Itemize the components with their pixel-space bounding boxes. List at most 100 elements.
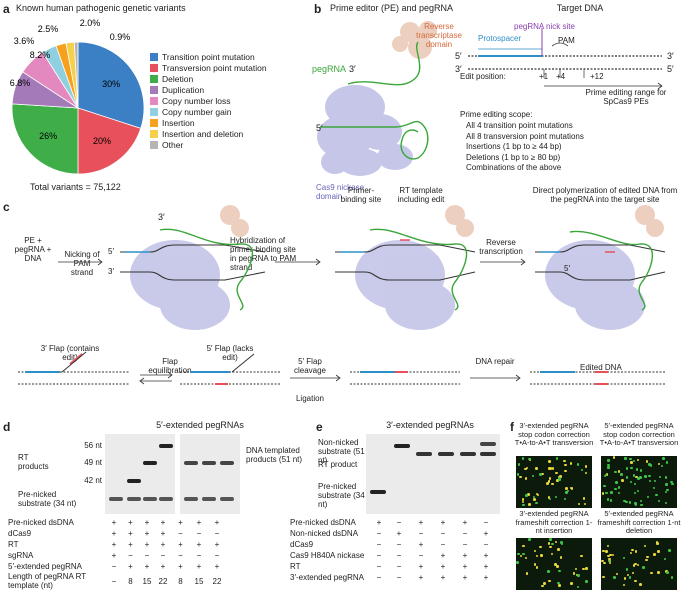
cell-dot [656,542,659,545]
c-5prime-2: 5′ [564,264,570,273]
cell-dot [625,467,629,470]
f-image-bl [516,538,592,590]
cell-dot [607,459,610,462]
cell-dot [585,580,588,583]
condition-value: + [160,518,166,527]
pam-label: PAM [558,36,575,45]
dna-repair-label: DNA repair [475,357,515,366]
cell-dot [563,459,566,463]
cell-dot [631,571,635,575]
condition-value: − [396,551,402,560]
condition-value: + [418,573,424,582]
cell-dot [624,457,628,460]
legend-label: Transversion point mutation [162,62,267,73]
condition-row: Cas9 H840A nickase − − − + + + [290,550,496,561]
cell-dot [663,557,666,561]
legend-swatch [150,52,158,61]
c-mechanism-diagram [58,205,666,330]
pie-slice-label: 30% [102,79,120,89]
cell-dot [635,468,639,471]
legend-item: Copy number gain [150,106,267,117]
cell-dot [636,458,640,461]
cell-dot [547,570,550,573]
rt-domain-label: Reverse transcriptase domain [416,22,462,49]
cell-dot [628,501,631,504]
cell-dot [535,492,538,496]
f-image-br [601,538,677,590]
cell-dot [570,487,574,490]
condition-row: sgRNA + − − − − − − [8,550,226,561]
legend-label: Transition point mutation [162,51,255,62]
cell-dot [525,572,528,575]
f-bl-title: 3′-extended pegRNA frameshift correction… [515,509,593,535]
cell-dot [569,462,572,465]
cell-dot [605,491,608,495]
cell-dot [575,573,578,577]
condition-value: + [144,562,150,571]
cell-dot [617,486,621,489]
legend-label: Duplication [162,84,205,95]
panel-label-d: d [3,420,11,434]
condition-label: Pre-nicked dsDNA [8,518,74,527]
cell-dot [664,476,668,479]
top-5prime: 5′ [455,51,462,61]
cell-dot [617,470,621,473]
cell-dot [635,475,638,479]
cell-dot [525,466,529,470]
pegrna-5prime: 5′ [316,123,323,133]
condition-value: + [178,562,183,571]
cell-dot [658,475,662,479]
condition-value: + [483,551,489,560]
cell-dot [666,571,669,574]
legend-swatch [150,74,158,83]
condition-value: + [440,562,446,571]
condition-value: + [462,562,468,571]
cell-dot [583,502,587,506]
cell-dot [621,479,624,482]
cell-dot [580,554,583,557]
cell-dot [582,567,585,571]
legend-label: Deletion [162,73,194,84]
panel-label-e: e [316,420,323,434]
cell-dot [560,542,564,546]
cell-dot [664,490,667,494]
cell-dot [556,479,559,482]
cell-dot [602,575,605,579]
condition-value: + [462,573,468,582]
scope-list: All 4 transition point mutations All 8 t… [466,121,584,174]
c-3prime-2: 3′ [108,267,114,276]
pie-slice [11,103,79,175]
edit-pos-12: +12 [590,72,604,81]
legend-label: Insertion [162,117,195,128]
cell-dot [559,556,563,559]
cell-dot [558,569,561,573]
cell-dot [666,488,669,491]
condition-row: Length of pegRNA RT template (nt) − 8 15 22 8… [8,572,226,590]
cell-dot [546,482,549,485]
cell-dot [577,574,580,577]
pie-slice-label: 2.0% [80,18,101,28]
cell-dot [528,538,531,541]
cell-dot [606,498,610,501]
condition-value: − [144,551,150,560]
cell-dot [605,550,608,553]
cell-dot [634,550,637,553]
cell-dot [569,486,573,490]
cell-dot [543,582,546,585]
condition-row: 5′-extended pegRNA − + + + + + + [8,561,226,572]
f-tr-title: 5′-extended pegRNA stop codon correction… [599,421,679,447]
condition-value: + [111,529,117,538]
legend-swatch [150,129,158,138]
condition-value: − [440,540,446,549]
cell-dot [665,483,668,486]
cell-dot [524,467,527,471]
cell-dot [657,499,661,503]
cell-dot [555,457,559,460]
cell-dot [639,499,643,502]
cell-dot [639,469,643,472]
top-3prime: 3′ [667,51,674,61]
condition-value: 8 [178,576,183,586]
cell-dot [625,476,629,479]
cell-dot [668,549,671,552]
condition-value: − [214,551,220,560]
